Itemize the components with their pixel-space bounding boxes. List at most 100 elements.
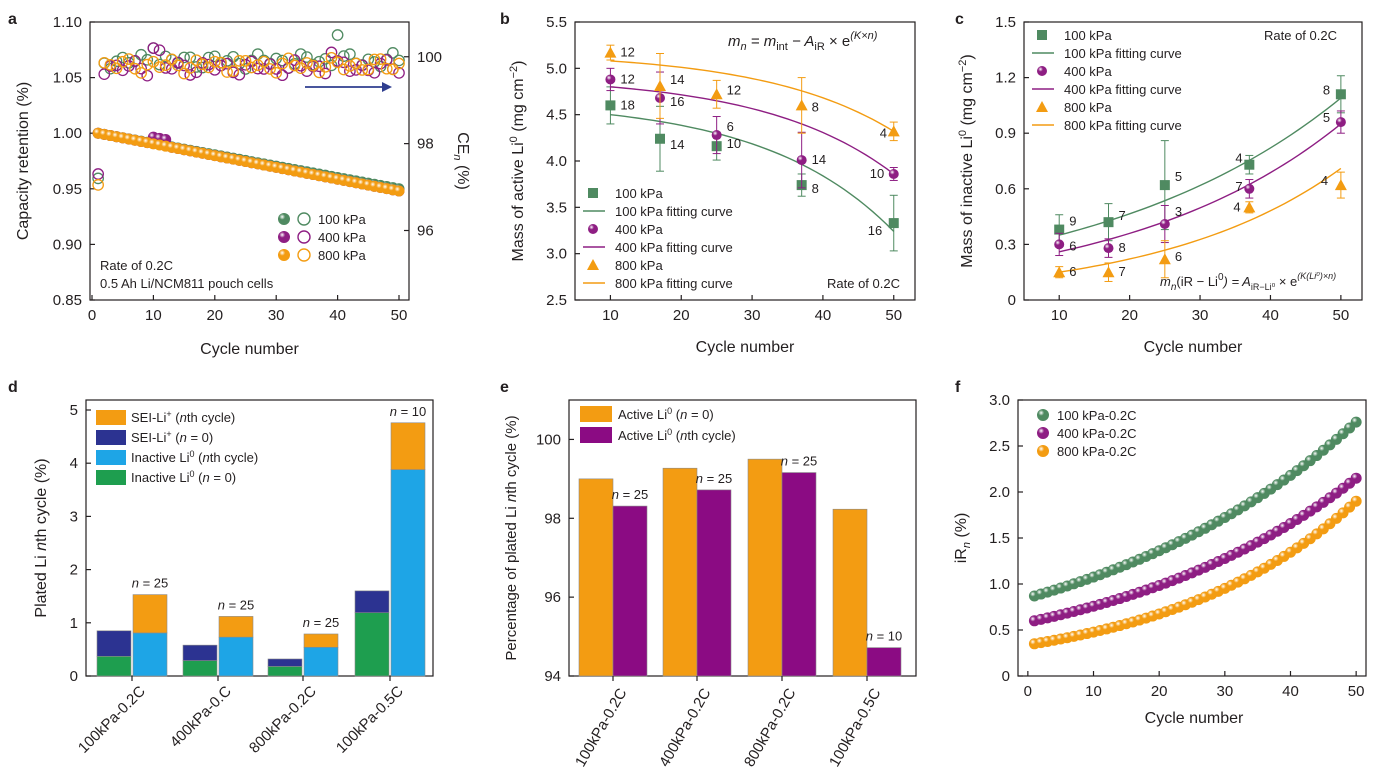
panel-e-bar-active-nth bbox=[781, 472, 817, 677]
panel-b-fit-curve bbox=[610, 86, 895, 175]
panel-a-ce-point bbox=[141, 53, 154, 66]
panel-a-arrow-head bbox=[382, 82, 392, 92]
panel-b-data-point bbox=[605, 74, 616, 85]
panel-b-legend-marker bbox=[588, 224, 598, 234]
panel-c-legend-label: 800 kPa bbox=[1064, 100, 1112, 115]
panel-b-eq-m: m bbox=[728, 33, 741, 50]
panel-b-fit-curve bbox=[610, 113, 895, 232]
panel-c-fit-curve bbox=[1059, 123, 1342, 253]
panel-a-ce-point bbox=[331, 56, 344, 69]
panel-e-ytick-label: 94 bbox=[544, 668, 561, 685]
panel-a-ce-point bbox=[208, 55, 221, 68]
panel-a-xtick-label: 0 bbox=[88, 307, 96, 324]
panel-e-legend-italic: n bbox=[680, 407, 687, 422]
panel-a-ce-point bbox=[374, 53, 387, 65]
panel-a-ce-point bbox=[153, 61, 166, 74]
panel-c-n-label: 7 bbox=[1119, 208, 1126, 223]
panel-a-ce-point bbox=[301, 57, 313, 69]
panel-f-data-point bbox=[1350, 495, 1362, 507]
panel-b-ylabel-sup: 0 bbox=[508, 136, 520, 142]
panel-a-y2tick-label: 96 bbox=[417, 223, 434, 240]
panel-d-legend-italic: n bbox=[180, 410, 187, 425]
panel-b-n-label: 12 bbox=[620, 71, 634, 86]
panel-a-y2label-unit: (%) bbox=[454, 161, 471, 190]
panel-a-ce-point bbox=[147, 42, 160, 54]
panel-e-ytick-label: 96 bbox=[544, 589, 561, 606]
panel-c-ytick-label: 0 bbox=[1008, 292, 1016, 309]
panel-f-legend-marker bbox=[1037, 427, 1049, 439]
panel-c-ytick-label: 1.2 bbox=[995, 70, 1016, 87]
panel-a-xtick-label: 20 bbox=[206, 307, 223, 324]
panel-a-ce-point bbox=[264, 63, 276, 75]
panel-e-legend-mid: ( bbox=[672, 428, 681, 443]
panel-d-xtick-label: 100kPa-0.2C bbox=[75, 683, 149, 757]
panel-b-ylabel-unit-sup: −2 bbox=[508, 66, 520, 79]
panel-d-legend-swatch bbox=[96, 450, 126, 465]
panel-d-legend-label: SEI-Li+ (nth cycle) bbox=[131, 409, 235, 425]
panel-c-xlabel: Cycle number bbox=[1144, 339, 1243, 356]
panel-d-legend-mid: ( bbox=[172, 410, 181, 425]
panel-a-ce-point bbox=[190, 61, 203, 73]
panel-d-legend-mid: ( bbox=[172, 430, 181, 445]
panel-c-eq-sup0: 0 bbox=[1218, 272, 1224, 283]
panel-b-n-label: 18 bbox=[620, 97, 634, 112]
panel-a-ce-point bbox=[344, 60, 356, 72]
panel-d-legend-post: = 0) bbox=[210, 470, 236, 485]
panel-b-ytick-label: 5.0 bbox=[546, 60, 567, 77]
panel-b-ytick-label: 4.5 bbox=[546, 107, 567, 124]
panel-c-xtick-label: 30 bbox=[1192, 307, 1209, 324]
panel-d-xtick-label: 800kPa-0.2C bbox=[246, 683, 320, 757]
panel-d-legend-label: Inactive Li0 (n = 0) bbox=[131, 469, 236, 485]
panel-a-ce-point bbox=[147, 55, 160, 68]
panel-e-bar-active-nth bbox=[612, 505, 648, 677]
panel-b-legend-label: 100 kPa bbox=[615, 186, 663, 201]
panel-c-xtick-label: 10 bbox=[1051, 307, 1068, 324]
panel-b-data-point bbox=[655, 133, 665, 144]
panel-d-n-italic: n bbox=[218, 597, 225, 612]
panel-c-data-point bbox=[1103, 243, 1114, 254]
panel-c-n-label: 8 bbox=[1323, 82, 1330, 97]
panel-e-xtick-label: 800kPa-0.2C bbox=[741, 685, 800, 769]
panel-d-legend-sup: 0 bbox=[190, 469, 195, 479]
panel-c-n-label: 6 bbox=[1069, 238, 1076, 253]
panel-b-n-label: 4 bbox=[880, 125, 887, 140]
panel-c-eq-a-sub: iR−Li⁰ bbox=[1251, 282, 1276, 292]
panel-e-ylabel-n: n bbox=[503, 494, 520, 502]
panel-b-xtick-label: 40 bbox=[815, 307, 832, 324]
panel-b-legend-marker bbox=[588, 188, 598, 198]
panel-a-ce-point bbox=[380, 54, 393, 66]
panel-b-n-label: 10 bbox=[870, 166, 884, 181]
panel-f-legend-label: 400 kPa-0.2C bbox=[1057, 426, 1137, 441]
panel-b-data-point bbox=[605, 100, 616, 111]
panel-d-ytick-label: 2 bbox=[70, 562, 78, 579]
panel-d-legend-italic: n bbox=[203, 470, 210, 485]
panel-d-n-italic: n bbox=[132, 576, 139, 591]
panel-d-ytick-label: 4 bbox=[70, 455, 78, 472]
panel-a-ce-point bbox=[288, 59, 301, 72]
panel-a-ytick-label: 1.00 bbox=[53, 125, 82, 142]
panel-b-eq-n: n bbox=[741, 41, 747, 53]
panel-a-xtick-label: 10 bbox=[145, 307, 162, 324]
panel-e-bar-active-n0 bbox=[578, 478, 614, 677]
panel-a-ce-point bbox=[129, 54, 141, 67]
panel-c-ytick-label: 0.3 bbox=[995, 236, 1016, 253]
panel-e-bar-active-nth bbox=[866, 647, 902, 677]
panel-e-ytick-label: 100 bbox=[536, 431, 561, 448]
panel-b-ytick-label: 4.0 bbox=[546, 153, 567, 170]
panel-a-xtick-label: 40 bbox=[329, 307, 346, 324]
panel-b-n-label: 14 bbox=[812, 152, 826, 167]
panel-a-ce-point bbox=[227, 50, 240, 63]
panel-a-ytick-label: 0.95 bbox=[53, 181, 82, 198]
panel-f-xtick-label: 20 bbox=[1151, 683, 1168, 700]
panel-c-data-point bbox=[1102, 266, 1115, 278]
panel-c-n-label: 5 bbox=[1175, 169, 1182, 184]
panel-a-ce-point bbox=[325, 51, 338, 64]
panel-a-ce-point bbox=[153, 44, 166, 57]
panel-b-eq-exp-sup: (K×n) bbox=[850, 30, 878, 42]
panel-c-data-point bbox=[1054, 239, 1065, 250]
panel-e-n-italic: n bbox=[696, 471, 703, 486]
panel-d-legend-mid: ( bbox=[195, 450, 204, 465]
